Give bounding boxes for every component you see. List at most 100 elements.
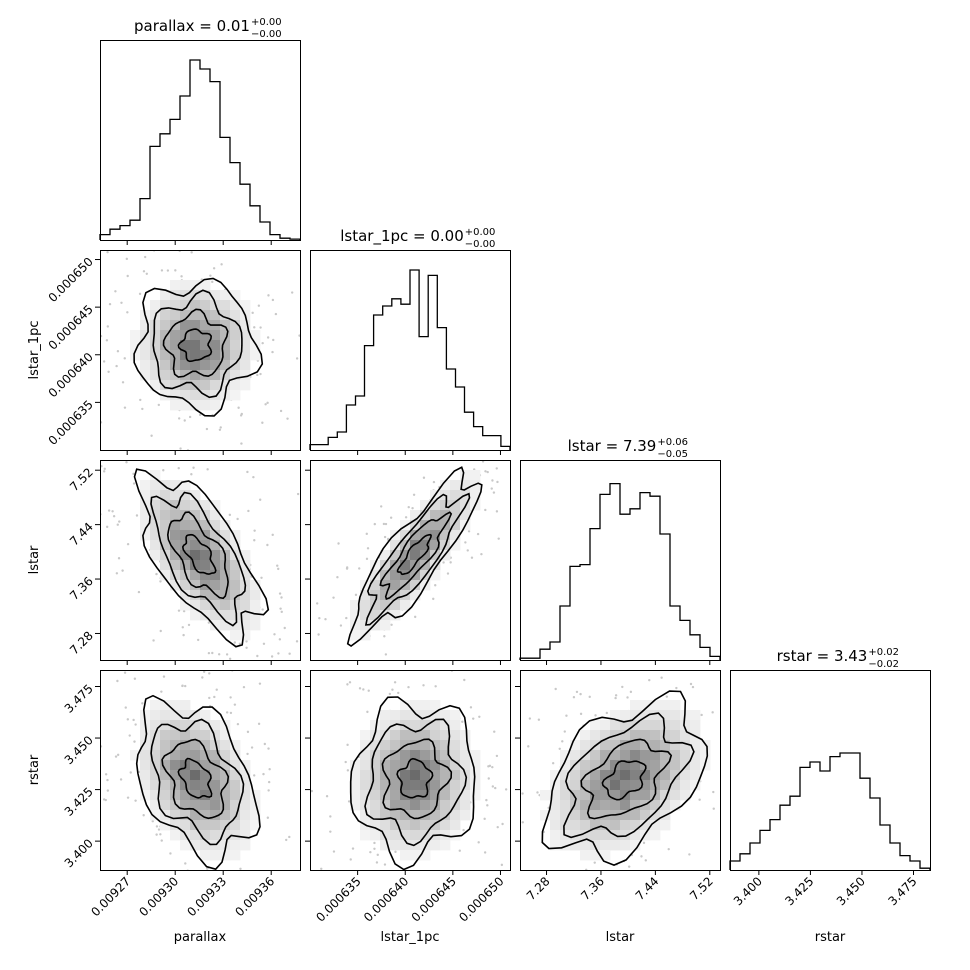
sample-point bbox=[107, 370, 110, 373]
sample-point bbox=[642, 841, 646, 845]
density-cell bbox=[660, 710, 671, 721]
density-cell bbox=[680, 790, 691, 801]
density-cell bbox=[160, 480, 171, 491]
density-cell bbox=[220, 600, 231, 611]
contour-level bbox=[166, 511, 229, 600]
density-cell bbox=[160, 300, 171, 311]
density-cell bbox=[400, 600, 411, 611]
sample-point bbox=[318, 616, 321, 620]
density-cell bbox=[200, 340, 211, 351]
sample-point bbox=[183, 455, 185, 457]
sample-point bbox=[310, 789, 314, 793]
density-cell bbox=[440, 720, 451, 731]
sample-point bbox=[94, 504, 96, 506]
density-cell bbox=[380, 710, 391, 721]
sample-point bbox=[369, 850, 372, 854]
sample-point bbox=[388, 692, 392, 696]
sample-point bbox=[367, 689, 370, 692]
sample-point bbox=[324, 618, 327, 621]
density-cell bbox=[150, 510, 161, 521]
sample-point bbox=[119, 778, 123, 781]
sample-point bbox=[245, 640, 248, 643]
density-cell bbox=[690, 780, 701, 791]
sample-point bbox=[522, 952, 524, 954]
density-cell bbox=[630, 740, 641, 751]
sample-point bbox=[548, 387, 550, 389]
sample-point bbox=[133, 740, 136, 743]
density-cell bbox=[190, 810, 201, 821]
density-cell bbox=[460, 740, 471, 751]
x-tick-label-rstar: 3.450 bbox=[834, 874, 868, 908]
density-cell bbox=[640, 700, 651, 711]
density-cell bbox=[650, 730, 661, 741]
x-tick-label-lstar_1pc: 0.000635 bbox=[313, 874, 363, 924]
axes-frame bbox=[100, 250, 301, 451]
sample-point bbox=[528, 717, 532, 720]
sample-point bbox=[274, 920, 276, 922]
density-cell bbox=[150, 700, 161, 711]
density-cell bbox=[630, 790, 641, 801]
sample-point bbox=[322, 325, 324, 327]
density-cell bbox=[200, 600, 211, 611]
density-cell bbox=[600, 830, 611, 841]
sample-point bbox=[504, 788, 508, 791]
panel-lstar_1pc-vs-lstar bbox=[305, 387, 550, 665]
x-tick-label-parallax: 0.00927 bbox=[88, 874, 133, 919]
density-cell bbox=[210, 340, 221, 351]
density-cell bbox=[420, 750, 431, 761]
sample-point bbox=[491, 479, 494, 482]
density-cell bbox=[200, 720, 211, 731]
sample-point bbox=[212, 267, 216, 270]
sample-point bbox=[462, 892, 464, 894]
density-cell bbox=[350, 600, 361, 611]
sample-point bbox=[101, 606, 103, 608]
sample-point bbox=[407, 892, 409, 894]
density-cell bbox=[390, 610, 401, 621]
density-cell bbox=[680, 720, 691, 731]
density-cell bbox=[150, 320, 161, 331]
density-cell bbox=[250, 820, 261, 831]
density-cell bbox=[140, 510, 151, 521]
density-cell bbox=[370, 740, 381, 751]
density-cell bbox=[190, 350, 201, 361]
x-tick-label-rstar: 3.400 bbox=[731, 874, 765, 908]
sample-point bbox=[389, 516, 393, 519]
sample-point bbox=[558, 747, 561, 750]
density-cell bbox=[170, 720, 181, 731]
sample-point bbox=[92, 450, 94, 452]
density-cell bbox=[230, 530, 241, 541]
density-cell bbox=[350, 780, 361, 791]
axes-frame bbox=[520, 670, 721, 871]
sample-point bbox=[138, 443, 140, 445]
sample-point bbox=[129, 771, 132, 774]
density-cell bbox=[180, 310, 191, 321]
density-cell bbox=[210, 850, 221, 861]
density-cell bbox=[360, 610, 371, 621]
sample-point bbox=[487, 447, 489, 449]
sample-point bbox=[506, 426, 508, 428]
density-cell bbox=[460, 730, 471, 741]
contour-level bbox=[349, 696, 476, 870]
density-cell bbox=[180, 580, 191, 591]
density-cell bbox=[220, 820, 231, 831]
density-cell bbox=[440, 730, 451, 741]
panel-contents bbox=[100, 428, 300, 660]
density-cell bbox=[450, 750, 461, 761]
density-cell bbox=[240, 820, 251, 831]
density-cell bbox=[190, 570, 201, 581]
density-cell bbox=[670, 710, 681, 721]
density-cell bbox=[200, 320, 211, 331]
density-cell bbox=[170, 340, 181, 351]
sample-point bbox=[346, 769, 350, 772]
density-cell bbox=[380, 600, 391, 611]
sample-point bbox=[102, 360, 106, 363]
density-cell bbox=[450, 780, 461, 791]
density-cell bbox=[180, 810, 191, 821]
sample-point bbox=[213, 695, 216, 699]
sample-point bbox=[752, 696, 754, 698]
density-cell bbox=[180, 840, 191, 851]
density-cell bbox=[440, 800, 451, 811]
sample-point bbox=[509, 934, 511, 936]
sample-point bbox=[188, 428, 190, 430]
density-cell bbox=[570, 790, 581, 801]
